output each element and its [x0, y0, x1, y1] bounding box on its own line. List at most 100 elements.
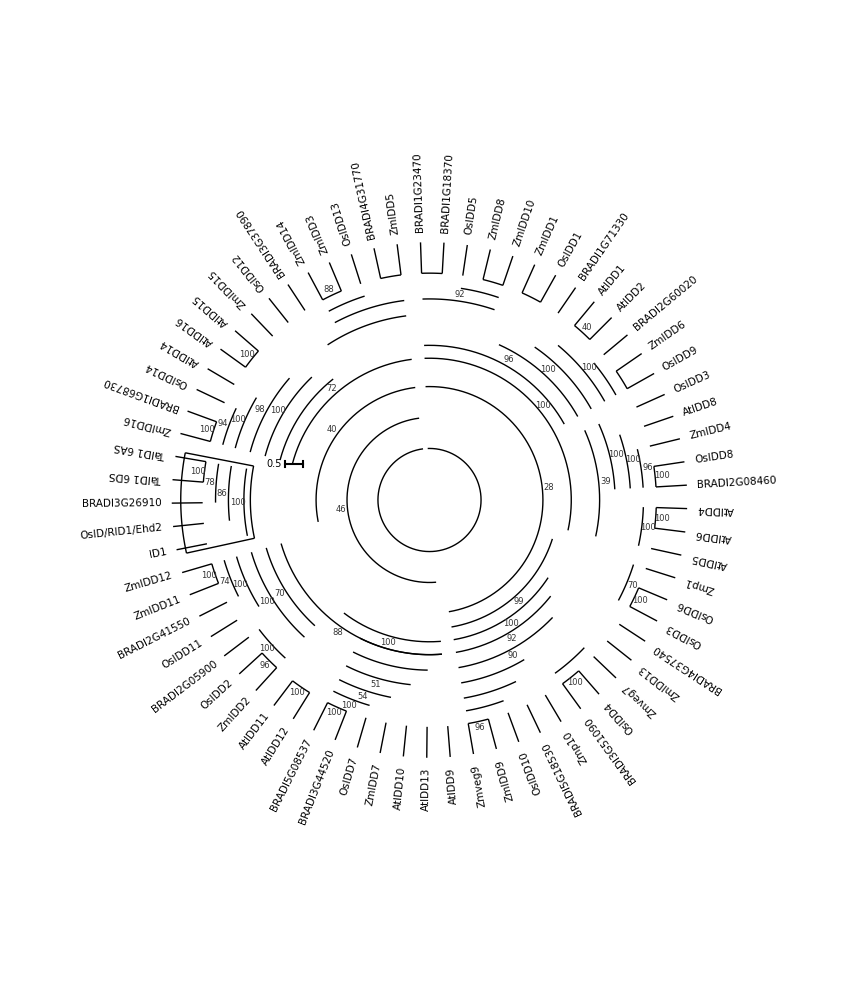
Text: AtIDD15: AtIDD15	[192, 292, 230, 328]
Text: 96: 96	[643, 463, 653, 472]
Text: ZmIDD9: ZmIDD9	[494, 758, 515, 802]
Text: BRADI3G37890: BRADI3G37890	[235, 207, 286, 279]
Text: 96: 96	[259, 661, 270, 670]
Text: OsIDD8: OsIDD8	[694, 449, 734, 465]
Text: 99: 99	[514, 597, 524, 606]
Text: 96: 96	[503, 355, 514, 364]
Text: 100: 100	[654, 471, 669, 480]
Text: 100: 100	[199, 425, 215, 434]
Text: 100: 100	[259, 644, 275, 653]
Text: 100: 100	[625, 455, 641, 464]
Text: OsIDD3: OsIDD3	[664, 621, 704, 649]
Text: BRADI1G71330: BRADI1G71330	[577, 211, 631, 282]
Text: AtIDD14: AtIDD14	[159, 337, 201, 368]
Text: BRADI2G05900: BRADI2G05900	[149, 658, 219, 714]
Text: OsIDD3: OsIDD3	[672, 370, 712, 395]
Text: ZmIDD3: ZmIDD3	[304, 212, 330, 255]
Text: 72: 72	[326, 384, 338, 393]
Text: AtIDD11: AtIDD11	[237, 711, 271, 751]
Text: 88: 88	[332, 628, 344, 637]
Text: 51: 51	[370, 680, 381, 689]
Text: 92: 92	[454, 290, 466, 299]
Text: ZmIDD7: ZmIDD7	[365, 762, 383, 806]
Text: BRADI3G51090: BRADI3G51090	[582, 714, 637, 785]
Text: OsIDD1: OsIDD1	[557, 229, 584, 269]
Text: 100: 100	[608, 450, 624, 459]
Text: ZmIDD16: ZmIDD16	[121, 413, 172, 436]
Text: AtIDD4: AtIDD4	[698, 504, 734, 515]
Text: 74: 74	[219, 577, 230, 586]
Text: 100: 100	[655, 514, 670, 523]
Text: 100: 100	[232, 580, 248, 589]
Text: Zmveg7: Zmveg7	[620, 681, 658, 718]
Text: OsIDD10: OsIDD10	[518, 750, 543, 796]
Text: 100: 100	[326, 708, 342, 717]
Text: 100: 100	[535, 401, 551, 410]
Text: 94: 94	[217, 419, 228, 428]
Text: Zmp1: Zmp1	[684, 576, 716, 595]
Text: 100: 100	[640, 523, 656, 532]
Text: 92: 92	[507, 634, 517, 643]
Text: OsID/RID1/Ehd2: OsID/RID1/Ehd2	[80, 523, 163, 541]
Text: Zmveg9: Zmveg9	[471, 763, 488, 807]
Text: AtIDD12: AtIDD12	[260, 725, 292, 767]
Text: 100: 100	[567, 678, 582, 687]
Text: BRADI2G60020: BRADI2G60020	[632, 274, 699, 332]
Text: ZmIDD11: ZmIDD11	[132, 594, 182, 621]
Text: ZmIDD6: ZmIDD6	[648, 319, 688, 352]
Text: AtIDD1: AtIDD1	[597, 262, 628, 297]
Text: ZmIDD4: ZmIDD4	[689, 421, 733, 441]
Text: OsIDD11: OsIDD11	[161, 638, 204, 671]
Text: ZmIDD14: ZmIDD14	[276, 217, 308, 266]
Text: 86: 86	[216, 489, 228, 498]
Text: ZmIDD10: ZmIDD10	[511, 198, 537, 248]
Text: AtIDD2: AtIDD2	[615, 281, 649, 314]
Text: BRADI2G41550: BRADI2G41550	[117, 616, 192, 661]
Text: BRADI4G37540: BRADI4G37540	[651, 643, 723, 695]
Text: ZmIDD8: ZmIDD8	[488, 197, 508, 241]
Text: 46: 46	[336, 505, 346, 514]
Text: ZmIDD5: ZmIDD5	[386, 191, 401, 235]
Text: 100: 100	[289, 688, 305, 697]
Text: 100: 100	[540, 365, 557, 374]
Text: OsIDD12: OsIDD12	[230, 251, 266, 293]
Text: 0.5: 0.5	[266, 459, 281, 469]
Text: 96: 96	[474, 723, 485, 732]
Text: 100: 100	[201, 571, 216, 580]
Text: 70: 70	[274, 589, 285, 598]
Text: 39: 39	[600, 477, 611, 486]
Text: AtIDD16: AtIDD16	[174, 314, 215, 347]
Text: OsIDD9: OsIDD9	[661, 345, 700, 373]
Text: OsIDD4: OsIDD4	[602, 699, 636, 735]
Text: OsIDD5: OsIDD5	[464, 195, 479, 236]
Text: 40: 40	[327, 425, 338, 434]
Text: BRADI5G08537: BRADI5G08537	[269, 737, 314, 813]
Text: AtIDD13: AtIDD13	[421, 768, 432, 811]
Text: 100: 100	[381, 638, 396, 647]
Text: 100: 100	[230, 415, 246, 424]
Text: BRADI3G44520: BRADI3G44520	[297, 748, 336, 826]
Text: 100: 100	[341, 701, 356, 710]
Text: 100: 100	[503, 619, 519, 628]
Text: ZmIDD12: ZmIDD12	[124, 571, 174, 594]
Text: 100: 100	[632, 596, 649, 605]
Text: BRADI4G31770: BRADI4G31770	[350, 159, 376, 239]
Text: 100: 100	[259, 597, 275, 606]
Text: ZmIDD15: ZmIDD15	[206, 267, 247, 310]
Text: BRADI1G68730: BRADI1G68730	[101, 375, 180, 412]
Text: BRADI1G18370: BRADI1G18370	[440, 152, 454, 233]
Text: AtIDD8: AtIDD8	[681, 396, 720, 418]
Text: ZmIDD13: ZmIDD13	[637, 663, 681, 701]
Text: 78: 78	[204, 478, 215, 487]
Text: OsIDD6: OsIDD6	[674, 599, 715, 624]
Text: 100: 100	[190, 467, 206, 476]
Text: OsIDD13: OsIDD13	[330, 199, 353, 246]
Text: BRADI1G23470: BRADI1G23470	[412, 152, 425, 232]
Text: 100: 100	[581, 363, 597, 372]
Text: OsIDD2: OsIDD2	[199, 677, 235, 711]
Text: ID1: ID1	[149, 547, 168, 560]
Text: OsIDD7: OsIDD7	[338, 756, 359, 797]
Text: AtIDD9: AtIDD9	[446, 767, 459, 804]
Text: BRADI3G26910: BRADI3G26910	[82, 498, 161, 509]
Text: 54: 54	[357, 692, 368, 701]
